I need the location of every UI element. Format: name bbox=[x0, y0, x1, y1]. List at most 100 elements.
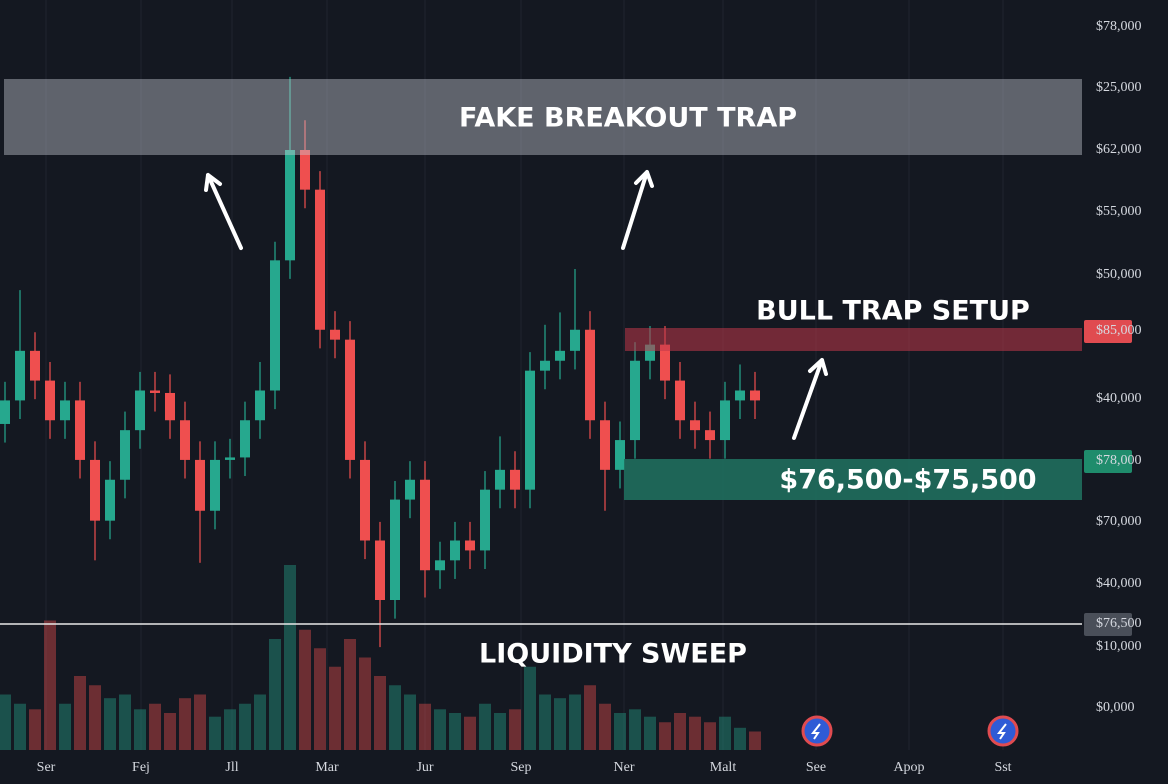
volume-bar bbox=[119, 694, 131, 750]
volume-bar bbox=[614, 713, 626, 750]
volume-bar bbox=[419, 703, 431, 750]
time-label: Sst bbox=[994, 760, 1011, 775]
price-label: $85,000 bbox=[1096, 323, 1142, 338]
event-icon[interactable] bbox=[987, 715, 1019, 747]
candle-body bbox=[420, 479, 430, 571]
volume-bar bbox=[449, 713, 461, 750]
candle-body bbox=[180, 420, 190, 460]
candle-body bbox=[30, 350, 40, 381]
volume-bar bbox=[749, 731, 761, 750]
time-label: Ner bbox=[614, 760, 635, 775]
candle-body bbox=[405, 479, 415, 500]
volume-bar bbox=[584, 685, 596, 750]
candle-body bbox=[270, 260, 280, 391]
volume-bar bbox=[89, 685, 101, 750]
candle-body bbox=[285, 150, 295, 261]
volume-bar bbox=[719, 716, 731, 750]
volume-bar bbox=[104, 698, 116, 750]
candle-body bbox=[300, 150, 310, 190]
candle-body bbox=[675, 380, 685, 421]
candle-body bbox=[600, 420, 610, 470]
candle-body bbox=[450, 540, 460, 561]
volume-bar bbox=[164, 713, 176, 750]
candle-body bbox=[435, 560, 445, 571]
volume-bar bbox=[389, 685, 401, 750]
arrows bbox=[204, 170, 828, 440]
volume-bar bbox=[644, 716, 656, 750]
annotation: FAKE BREAKOUT TRAP bbox=[459, 103, 797, 134]
candle-body bbox=[255, 390, 265, 421]
candle-body bbox=[480, 489, 490, 551]
volume-bar bbox=[149, 703, 161, 750]
time-label: Sep bbox=[511, 760, 532, 775]
volume-bar bbox=[404, 694, 416, 750]
volume-bar bbox=[209, 716, 221, 750]
event-icons bbox=[801, 715, 1019, 747]
price-badge bbox=[1084, 320, 1132, 343]
volume-bar bbox=[29, 709, 41, 750]
fake-breakout-zone bbox=[4, 79, 1082, 155]
candles bbox=[0, 76, 760, 648]
volume-bar bbox=[74, 676, 86, 750]
candle-body bbox=[210, 459, 220, 511]
volume-bar bbox=[224, 709, 236, 750]
time-label: Mar bbox=[315, 760, 339, 775]
volume-bar bbox=[344, 639, 356, 750]
time-label: Malt bbox=[710, 760, 737, 775]
volume-bar bbox=[554, 698, 566, 750]
price-badge bbox=[1084, 450, 1132, 473]
volume-bar bbox=[0, 694, 11, 750]
volume-bar bbox=[194, 694, 206, 750]
volume-bar bbox=[629, 709, 641, 750]
annotation: $76,500-$75,500 bbox=[779, 465, 1036, 496]
time-label: See bbox=[806, 760, 826, 775]
arrow bbox=[204, 173, 243, 250]
candle-body bbox=[75, 400, 85, 460]
candle-body bbox=[660, 344, 670, 381]
price-label: $25,000 bbox=[1096, 80, 1142, 95]
event-icon[interactable] bbox=[801, 715, 833, 747]
icon-glyph bbox=[810, 723, 821, 740]
volume-bar bbox=[254, 694, 266, 750]
volume-bar bbox=[539, 694, 551, 750]
arrow bbox=[621, 170, 654, 250]
volume-bar bbox=[284, 565, 296, 750]
time-label: Jll bbox=[225, 760, 238, 775]
candle-body bbox=[135, 390, 145, 431]
volume-bar bbox=[479, 703, 491, 750]
time-axis: Ser Fej Jll Mar Jur Sep Ner Malt See Apop Sst bbox=[37, 760, 1012, 775]
candle-body bbox=[315, 189, 325, 330]
candle-body bbox=[0, 400, 10, 424]
candle-body bbox=[60, 400, 70, 421]
volume-bar bbox=[494, 713, 506, 750]
volume-bar bbox=[464, 716, 476, 750]
time-label: Fej bbox=[132, 760, 150, 775]
candle-body bbox=[585, 329, 595, 421]
candle-body bbox=[375, 540, 385, 600]
annotation: LIQUIDITY SWEEP bbox=[479, 639, 747, 670]
candle-body bbox=[645, 344, 655, 361]
candle-body bbox=[330, 329, 340, 340]
volume-bar bbox=[359, 657, 371, 750]
volume-bar bbox=[239, 703, 251, 750]
candle-body bbox=[720, 400, 730, 441]
bull-trap-zone bbox=[625, 328, 1082, 351]
candle-body bbox=[390, 499, 400, 600]
volume-bar bbox=[269, 639, 281, 750]
candle-body bbox=[240, 420, 250, 458]
price-label: $40,000 bbox=[1096, 576, 1142, 591]
icon-glyph bbox=[996, 723, 1007, 740]
price-label: $78,000 bbox=[1096, 453, 1142, 468]
candle-body bbox=[90, 459, 100, 521]
volume-bar bbox=[299, 629, 311, 750]
candle-body bbox=[555, 350, 565, 361]
volume-bar bbox=[659, 722, 671, 750]
price-label: $55,000 bbox=[1096, 204, 1142, 219]
candle-body bbox=[120, 430, 130, 480]
candle-body bbox=[750, 390, 760, 401]
volume-bar bbox=[689, 716, 701, 750]
arrow bbox=[792, 358, 828, 440]
volume-bar bbox=[59, 703, 71, 750]
volume bbox=[0, 565, 761, 750]
candle-body bbox=[105, 479, 115, 521]
